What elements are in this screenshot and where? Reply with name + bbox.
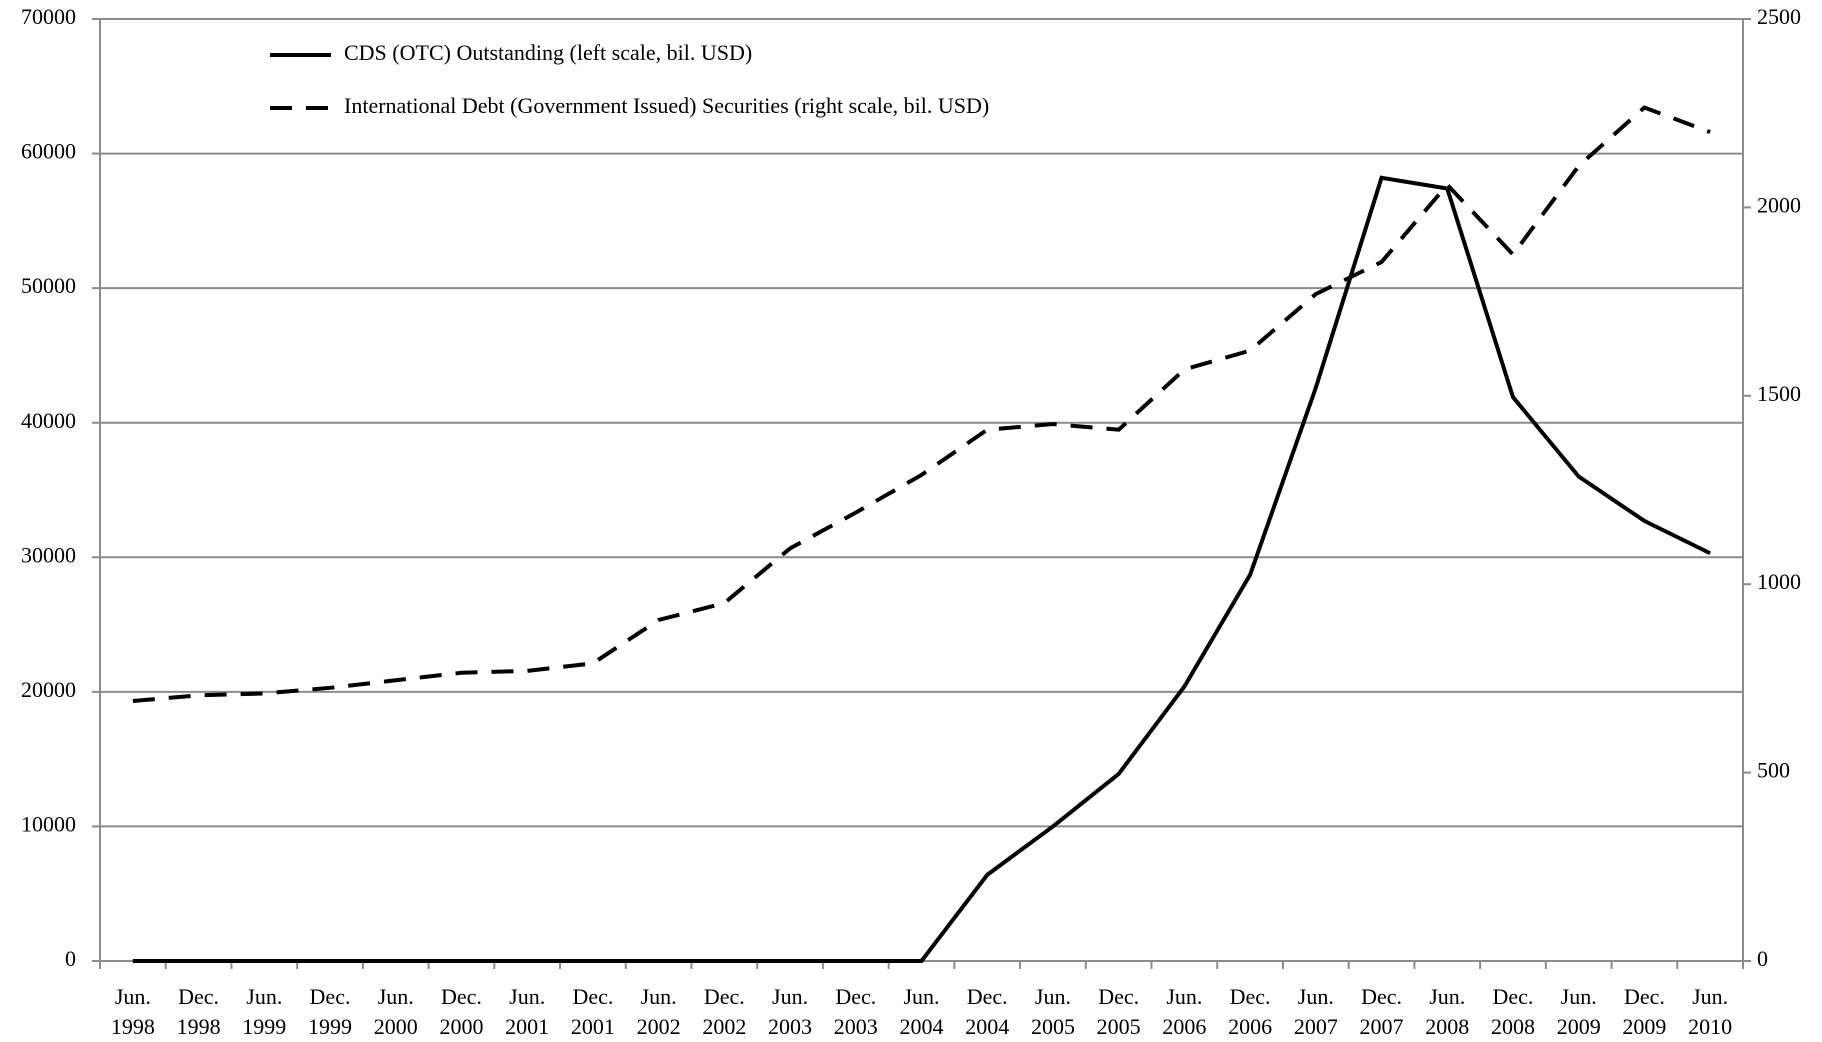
y2-tick-label: 0 [1757, 946, 1768, 971]
x-tick-label: Dec. 2005 [1097, 984, 1141, 1039]
y-tick-label: 10000 [21, 811, 76, 836]
x-tick-label: Jun. 2008 [1425, 984, 1469, 1039]
x-tick-label: Dec. 2009 [1622, 984, 1666, 1039]
x-tick-label: Dec. 2007 [1360, 984, 1404, 1039]
x-tick-label: Dec. 2002 [702, 984, 746, 1039]
x-tick-label: Jun. 2010 [1688, 984, 1732, 1039]
x-tick-label: Dec. 2004 [965, 984, 1009, 1039]
x-tick-label: Jun. 2000 [374, 984, 418, 1039]
x-tick-label: Jun. 2004 [900, 984, 944, 1039]
y-tick-label: 50000 [21, 273, 76, 298]
x-tick-label: Jun. 2003 [768, 984, 812, 1039]
x-tick-label: Dec. 2000 [439, 984, 483, 1039]
x-tick-label: Jun. 2002 [637, 984, 681, 1039]
legend-label: CDS (OTC) Outstanding (left scale, bil. … [344, 40, 752, 65]
y-tick-label: 20000 [21, 677, 76, 702]
series-line [132, 175, 1712, 963]
y-tick-label: 60000 [21, 139, 76, 164]
y-tick-label: 0 [65, 946, 76, 971]
y2-tick-label: 2000 [1757, 192, 1801, 217]
y-tick-label: 30000 [21, 542, 76, 567]
x-tick-label: Jun. 2007 [1294, 984, 1338, 1039]
y2-tick-label: 1500 [1757, 381, 1801, 406]
x-tick-label: Jun. 2006 [1162, 984, 1206, 1039]
x-tick-label: Dec. 1998 [177, 984, 221, 1039]
x-tick-label: Dec. 2008 [1491, 984, 1535, 1039]
x-tick-label: Dec. 2006 [1228, 984, 1272, 1039]
x-tick-label: Jun. 1999 [242, 984, 286, 1039]
x-tick-label: Jun. 2009 [1557, 984, 1601, 1039]
x-tick-label: Jun. 1998 [111, 984, 155, 1039]
y2-tick-label: 1000 [1757, 569, 1801, 594]
x-tick-label: Dec. 1999 [308, 984, 352, 1039]
y2-tick-label: 500 [1757, 758, 1790, 783]
x-tick-label: Dec. 2003 [834, 984, 878, 1039]
y-tick-label: 40000 [21, 408, 76, 433]
x-tick-label: Jun. 2001 [505, 984, 549, 1039]
legend-label: International Debt (Government Issued) S… [344, 93, 989, 118]
x-tick-label: Dec. 2001 [571, 984, 615, 1039]
series-line [132, 105, 1711, 704]
y-tick-label: 70000 [21, 4, 76, 29]
y2-tick-label: 2500 [1757, 4, 1801, 29]
x-tick-label: Jun. 2005 [1031, 984, 1075, 1039]
